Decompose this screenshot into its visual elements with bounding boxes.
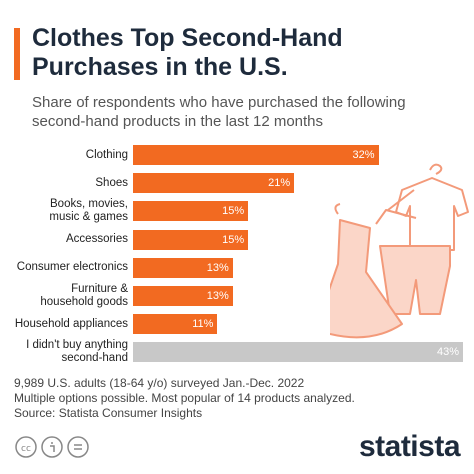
note: Multiple options possible. Most popular … bbox=[14, 391, 355, 405]
bar bbox=[133, 342, 463, 363]
value-label: 32% bbox=[352, 149, 375, 161]
license-icons: cc bbox=[15, 436, 89, 458]
value-label: 13% bbox=[206, 261, 229, 274]
category-label: Furniture & household goods bbox=[40, 283, 128, 308]
source: Source: Statista Consumer Insights bbox=[14, 406, 203, 420]
value-label: 21% bbox=[268, 177, 291, 190]
logo: statista bbox=[358, 430, 461, 463]
category-label: Household appliances bbox=[14, 317, 128, 330]
value-label: 13% bbox=[206, 290, 229, 302]
note: 9,989 U.S. adults (18-64 y/o) surveyed J… bbox=[14, 376, 305, 390]
bar bbox=[133, 229, 249, 250]
category-label: Shoes bbox=[95, 176, 128, 189]
value-label: 11% bbox=[192, 318, 214, 331]
category-label: Accessories bbox=[66, 233, 128, 246]
value-label: 15% bbox=[222, 205, 245, 218]
category-label: I didn't buy anything second-hand bbox=[26, 339, 128, 365]
category-label: Books, movies, music & games bbox=[49, 198, 128, 224]
category-label: Clothing bbox=[85, 148, 128, 161]
subtitle: Share of respondents who have purchased … bbox=[32, 94, 406, 130]
bar bbox=[133, 201, 249, 222]
category-label: Consumer electronics bbox=[16, 261, 128, 274]
bar bbox=[133, 257, 233, 278]
illustration bbox=[330, 163, 469, 339]
bar bbox=[133, 173, 295, 194]
value-label: 43% bbox=[436, 346, 459, 359]
title: Clothes Top Second-Hand Purchases in the… bbox=[32, 24, 343, 81]
value-label: 15% bbox=[222, 233, 245, 246]
bar bbox=[133, 286, 233, 306]
accent-bar bbox=[14, 28, 20, 80]
bar bbox=[133, 145, 379, 165]
svg-text:cc: cc bbox=[21, 444, 31, 454]
bar bbox=[133, 314, 218, 335]
